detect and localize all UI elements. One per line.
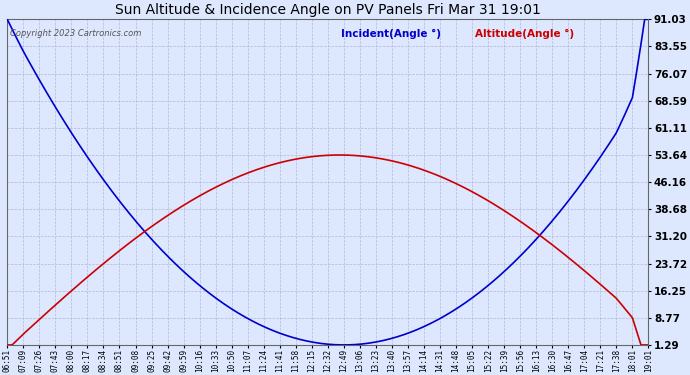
Title: Sun Altitude & Incidence Angle on PV Panels Fri Mar 31 19:01: Sun Altitude & Incidence Angle on PV Pan… [115, 3, 541, 17]
Text: Altitude(Angle °): Altitude(Angle °) [475, 29, 575, 39]
Text: Incident(Angle °): Incident(Angle °) [341, 29, 441, 39]
Text: Copyright 2023 Cartronics.com: Copyright 2023 Cartronics.com [10, 29, 142, 38]
